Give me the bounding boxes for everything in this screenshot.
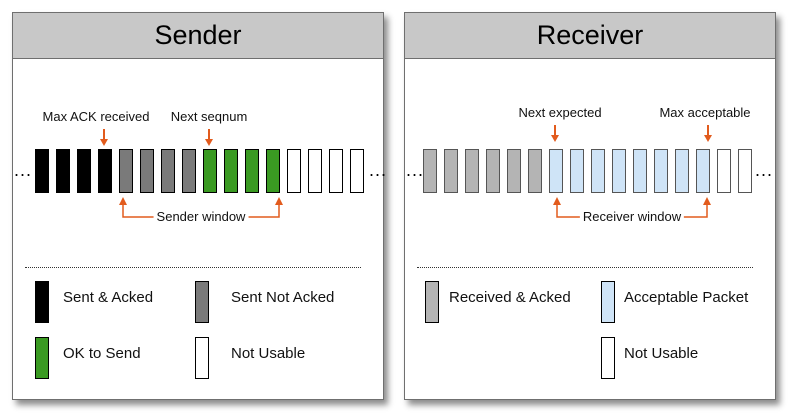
max-ack-received-label: Max ACK received xyxy=(42,109,150,124)
receiver-packet-acceptable xyxy=(591,149,605,193)
legend-label-acceptable-packet: Acceptable Packet xyxy=(624,289,749,306)
receiver-packet-received-acked xyxy=(444,149,458,193)
receiver-packet-acceptable xyxy=(696,149,710,193)
legend-swatch-sent-not-acked xyxy=(195,281,209,323)
legend-label-receiver-not-usable: Not Usable xyxy=(624,345,699,362)
sender-panel: Sender Max ACK received Next seqnum ... … xyxy=(12,12,388,400)
legend-label-sent-not-acked: Sent Not Acked xyxy=(231,289,335,306)
legend-swatch-receiver-not-usable xyxy=(601,337,615,379)
legend-swatch-received-acked xyxy=(425,281,439,323)
receiver-window-bracket xyxy=(553,197,711,218)
legend-swatch-not-usable xyxy=(195,337,209,379)
legend-swatch-sent-acked xyxy=(35,281,49,323)
sender-packet-sent-acked xyxy=(35,149,49,193)
receiver-separator xyxy=(417,267,753,268)
sender-ellipsis-left: ... xyxy=(14,160,33,180)
receiver-ellipsis-left: ... xyxy=(406,160,425,180)
receiver-packet-acceptable xyxy=(612,149,626,193)
next-seqnum-label: Next seqnum xyxy=(170,109,248,124)
sender-packet-sent-not-acked xyxy=(119,149,133,193)
receiver-title: Receiver xyxy=(405,13,775,59)
sender-packet-sent-acked xyxy=(98,149,112,193)
sender-packet-sent-not-acked xyxy=(161,149,175,193)
sender-packet-sent-acked xyxy=(56,149,70,193)
sender-window-label: Sender window xyxy=(153,210,249,224)
sender-packet-ok-to-send xyxy=(266,149,280,193)
sender-packet-not-usable xyxy=(350,149,364,193)
receiver-ellipsis-right: ... xyxy=(755,160,774,180)
receiver-packet-received-acked xyxy=(423,149,437,193)
receiver-packet-acceptable xyxy=(633,149,647,193)
legend-label-sent-acked: Sent & Acked xyxy=(63,289,154,306)
sender-separator xyxy=(25,267,361,268)
receiver-panel: Receiver Next expected Max acceptable ..… xyxy=(404,12,776,400)
legend-swatch-acceptable-packet xyxy=(601,281,615,323)
legend-label-not-usable: Not Usable xyxy=(231,345,306,362)
sender-packet-not-usable xyxy=(329,149,343,193)
receiver-packet-acceptable xyxy=(654,149,668,193)
receiver-packet-received-acked xyxy=(486,149,500,193)
receiver-packet-received-acked xyxy=(528,149,542,193)
legend-label-ok-to-send: OK to Send xyxy=(63,345,141,362)
receiver-packet-received-acked xyxy=(507,149,521,193)
sender-packet-not-usable xyxy=(287,149,301,193)
sender-packet-sent-not-acked xyxy=(182,149,196,193)
legend-swatch-ok-to-send xyxy=(35,337,49,379)
receiver-packet-acceptable xyxy=(570,149,584,193)
sender-packet-sent-not-acked xyxy=(140,149,154,193)
receiver-packet-received-acked xyxy=(465,149,479,193)
receiver-packet-not-usable xyxy=(738,149,752,193)
sender-packet-ok-to-send xyxy=(203,149,217,193)
receiver-window-label: Receiver window xyxy=(579,210,685,224)
sender-title: Sender xyxy=(13,13,383,59)
legend-label-received-acked: Received & Acked xyxy=(449,289,571,306)
max-acceptable-label: Max acceptable xyxy=(659,105,751,120)
next-expected-label: Next expected xyxy=(518,105,602,120)
sender-ellipsis-right: ... xyxy=(369,160,388,180)
receiver-packet-not-usable xyxy=(717,149,731,193)
sender-packet-not-usable xyxy=(308,149,322,193)
receiver-packet-acceptable xyxy=(549,149,563,193)
receiver-packet-acceptable xyxy=(675,149,689,193)
sender-packet-ok-to-send xyxy=(224,149,238,193)
sender-packet-ok-to-send xyxy=(245,149,259,193)
sender-packet-sent-acked xyxy=(77,149,91,193)
